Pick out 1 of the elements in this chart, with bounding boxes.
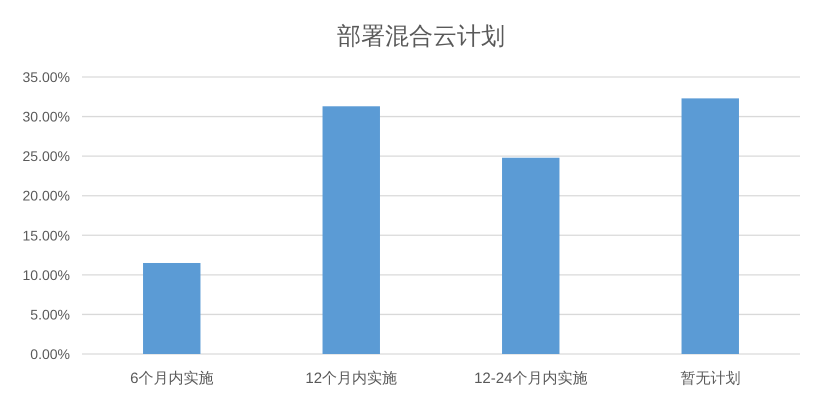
title: 部署混合云计划 — [337, 23, 505, 50]
